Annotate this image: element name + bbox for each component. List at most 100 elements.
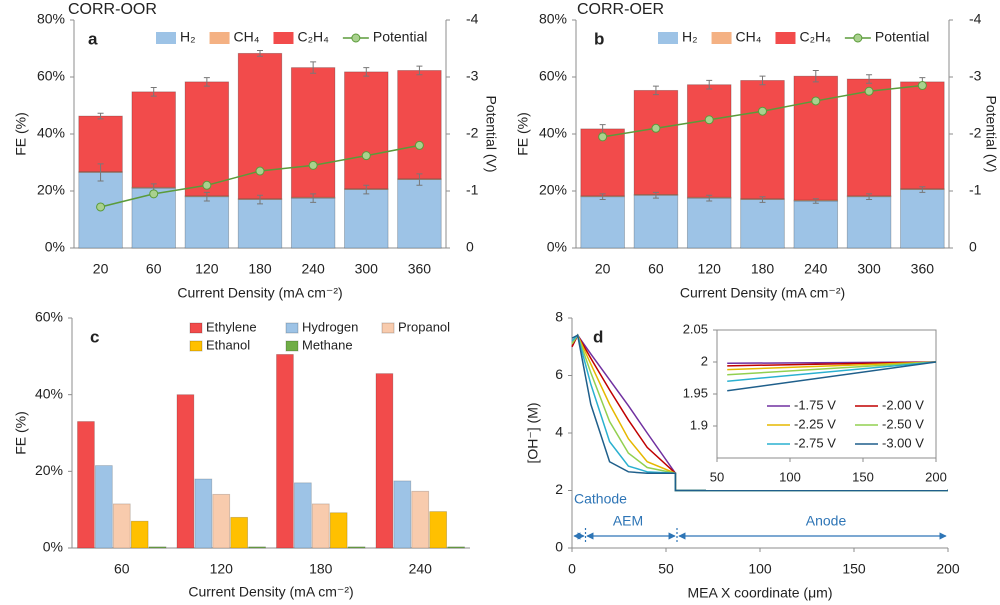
legend-marker [853, 33, 863, 43]
x-tick-label: 300 [355, 261, 379, 277]
x-tick-label: 60 [648, 261, 664, 277]
region-label: Cathode [574, 491, 627, 507]
bar [77, 421, 95, 549]
legend-label: Ethanol [206, 337, 250, 352]
bar-segment [290, 67, 336, 198]
bar [212, 493, 231, 549]
y-tick-label: 1.9 [690, 417, 708, 432]
y-tick-label: 40% [37, 125, 65, 141]
legend-label: C₂H₄ [799, 29, 831, 45]
legend-swatch [273, 32, 294, 44]
x-tick-label: 20 [93, 261, 109, 277]
bar [194, 478, 213, 549]
bar [94, 465, 113, 549]
potential-marker [149, 189, 159, 199]
y-tick-label: 20% [37, 182, 65, 198]
y-tick-label: 0% [43, 539, 63, 555]
bar-segment [633, 89, 679, 195]
x-tick-label: 200 [925, 469, 947, 484]
bar-segment [397, 70, 442, 180]
bar-segment [900, 81, 945, 190]
panel-label: c [90, 327, 99, 346]
panel-label: d [593, 327, 603, 346]
concentration-line [727, 361, 937, 376]
y-tick-label: 60% [35, 309, 63, 325]
x-tick-label: 100 [779, 469, 801, 484]
bar [176, 394, 195, 549]
error-bar [203, 77, 210, 87]
x-axis-label: Current Density (mA cm⁻²) [680, 285, 845, 301]
y-tick-label: 0% [45, 239, 65, 255]
error-bar [150, 87, 157, 97]
bar [311, 503, 330, 549]
x-tick-label: 240 [804, 261, 828, 277]
x-tick-label: 240 [301, 261, 325, 277]
x-tick-label: 200 [936, 561, 960, 577]
bar-segment [397, 179, 442, 249]
bar-segment [686, 84, 732, 198]
y-tick-label: 40% [35, 385, 63, 401]
bar [411, 490, 430, 549]
error-bar [812, 69, 819, 83]
bar-segment [184, 196, 230, 249]
legend-swatch [209, 32, 230, 44]
y-axis-label: FE (%) [515, 112, 531, 156]
y-axis-label: [OH⁻] (M) [525, 402, 541, 463]
y-tick-label: 0 [555, 539, 563, 555]
legend-label: -2.25 V [794, 416, 836, 431]
x-tick-label: 20 [595, 261, 611, 277]
x-axis-label: Current Density (mA cm⁻²) [177, 285, 342, 301]
bar-segment [740, 199, 785, 249]
bar [375, 373, 394, 549]
error-bar [919, 186, 926, 193]
x-tick-label: 150 [842, 561, 866, 577]
concentration-line [727, 361, 937, 392]
y2-tick-label: -2 [466, 125, 479, 141]
error-bar [759, 196, 766, 203]
y-axis-label: FE (%) [13, 112, 29, 156]
bar [347, 546, 366, 549]
error-bar [310, 193, 317, 203]
x-tick-label: 300 [857, 261, 881, 277]
error-bar [652, 85, 659, 96]
y2-tick-label: -3 [969, 68, 982, 84]
potential-marker [202, 180, 212, 190]
legend-swatch [285, 322, 299, 334]
x-tick-label: 120 [698, 261, 722, 277]
legend-swatch [156, 32, 176, 44]
x-tick-label: 100 [748, 561, 772, 577]
legend-swatch [189, 322, 203, 334]
legend-label: CH₄ [736, 29, 762, 45]
bar [130, 520, 149, 549]
legend-swatch [189, 340, 203, 352]
y-tick-label: 60% [539, 68, 567, 84]
x-tick-label: 360 [911, 261, 935, 277]
y-tick-label: 1.95 [683, 385, 708, 400]
potential-marker [414, 140, 424, 150]
potential-marker [758, 106, 767, 116]
legend-label: -3.00 V [882, 435, 924, 450]
x-tick-label: 180 [751, 261, 775, 277]
bar-segment [131, 91, 176, 188]
error-bar [599, 193, 606, 201]
potential-marker [704, 115, 714, 125]
legend-label: Ethylene [206, 319, 257, 334]
y-tick-label: 0% [547, 239, 567, 255]
bar-segment [633, 194, 679, 249]
bar-segment [344, 71, 389, 190]
potential-marker [96, 202, 106, 212]
bar [447, 546, 465, 549]
y2-tick-label: -1 [969, 182, 982, 198]
inset-background [706, 322, 947, 490]
legend-label: -2.50 V [882, 416, 924, 431]
y-tick-label: 20% [35, 462, 63, 478]
legend-label: Potential [373, 29, 427, 45]
concentration-line [571, 334, 948, 492]
bar-segment [290, 197, 336, 249]
bar [393, 480, 412, 549]
x-tick-label: 180 [309, 561, 333, 577]
error-bar [759, 75, 766, 86]
potential-marker [651, 123, 661, 133]
error-bar [257, 49, 263, 57]
error-bar [416, 65, 423, 76]
